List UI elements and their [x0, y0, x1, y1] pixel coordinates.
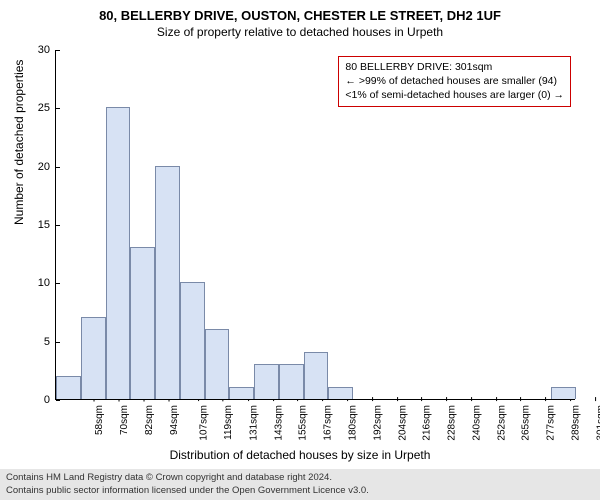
- x-tick: 82sqm: [144, 405, 155, 435]
- histogram-bar: [155, 166, 180, 399]
- histogram-bar: [254, 364, 279, 399]
- y-tick: 20: [38, 161, 56, 173]
- y-tick: 5: [44, 336, 56, 348]
- annotation-box: 80 BELLERBY DRIVE: 301sqm ← >99% of deta…: [338, 56, 571, 107]
- x-tick: 289sqm: [570, 405, 581, 441]
- histogram-bar: [130, 247, 155, 399]
- title-sub: Size of property relative to detached ho…: [0, 23, 600, 39]
- x-tick: 107sqm: [199, 405, 210, 441]
- x-tick: 94sqm: [169, 405, 180, 435]
- x-tick: 119sqm: [223, 405, 234, 440]
- histogram-bar: [304, 352, 329, 399]
- y-axis-label: Number of detached properties: [12, 60, 26, 225]
- x-tick: 252sqm: [496, 405, 507, 441]
- x-tick: 155sqm: [298, 405, 309, 441]
- x-tick: 167sqm: [323, 405, 334, 441]
- histogram-bar: [279, 364, 304, 399]
- x-tick: 301sqm: [595, 405, 600, 441]
- histogram-bar: [106, 107, 131, 399]
- chart-container: 80, BELLERBY DRIVE, OUSTON, CHESTER LE S…: [0, 0, 600, 500]
- x-tick: 192sqm: [372, 405, 383, 441]
- x-tick: 277sqm: [546, 405, 557, 441]
- histogram-bar: [180, 282, 205, 399]
- annotation-line2: ← >99% of detached houses are smaller (9…: [345, 74, 564, 88]
- histogram-bar: [328, 387, 353, 399]
- title-main: 80, BELLERBY DRIVE, OUSTON, CHESTER LE S…: [0, 0, 600, 23]
- x-tick: 180sqm: [348, 405, 359, 441]
- x-axis-label: Distribution of detached houses by size …: [0, 448, 600, 462]
- x-tick: 131sqm: [249, 405, 260, 441]
- x-tick: 143sqm: [273, 405, 284, 441]
- histogram-bar: [551, 387, 576, 399]
- histogram-bar: [205, 329, 230, 399]
- chart-zone: 05101520253058sqm70sqm82sqm94sqm107sqm11…: [55, 50, 575, 400]
- annotation-line3: <1% of semi-detached houses are larger (…: [345, 88, 564, 102]
- x-tick: 265sqm: [521, 405, 532, 441]
- y-tick: 0: [44, 394, 56, 406]
- y-tick: 30: [38, 44, 56, 56]
- histogram-bar: [81, 317, 106, 399]
- x-tick: 58sqm: [94, 405, 105, 435]
- y-tick: 15: [38, 219, 56, 231]
- x-tick: 240sqm: [471, 405, 482, 441]
- y-tick: 10: [38, 277, 56, 289]
- x-tick: 216sqm: [422, 405, 433, 441]
- histogram-bar: [229, 387, 254, 399]
- y-tick: 25: [38, 102, 56, 114]
- histogram-bar: [56, 376, 81, 399]
- x-tick: 228sqm: [447, 405, 458, 441]
- footer-line2: Contains public sector information licen…: [6, 485, 594, 497]
- x-tick: 204sqm: [397, 405, 408, 441]
- annotation-line1: 80 BELLERBY DRIVE: 301sqm: [345, 60, 564, 74]
- footer-attribution: Contains HM Land Registry data © Crown c…: [0, 469, 600, 500]
- x-tick: 70sqm: [119, 405, 130, 435]
- footer-line1: Contains HM Land Registry data © Crown c…: [6, 472, 594, 484]
